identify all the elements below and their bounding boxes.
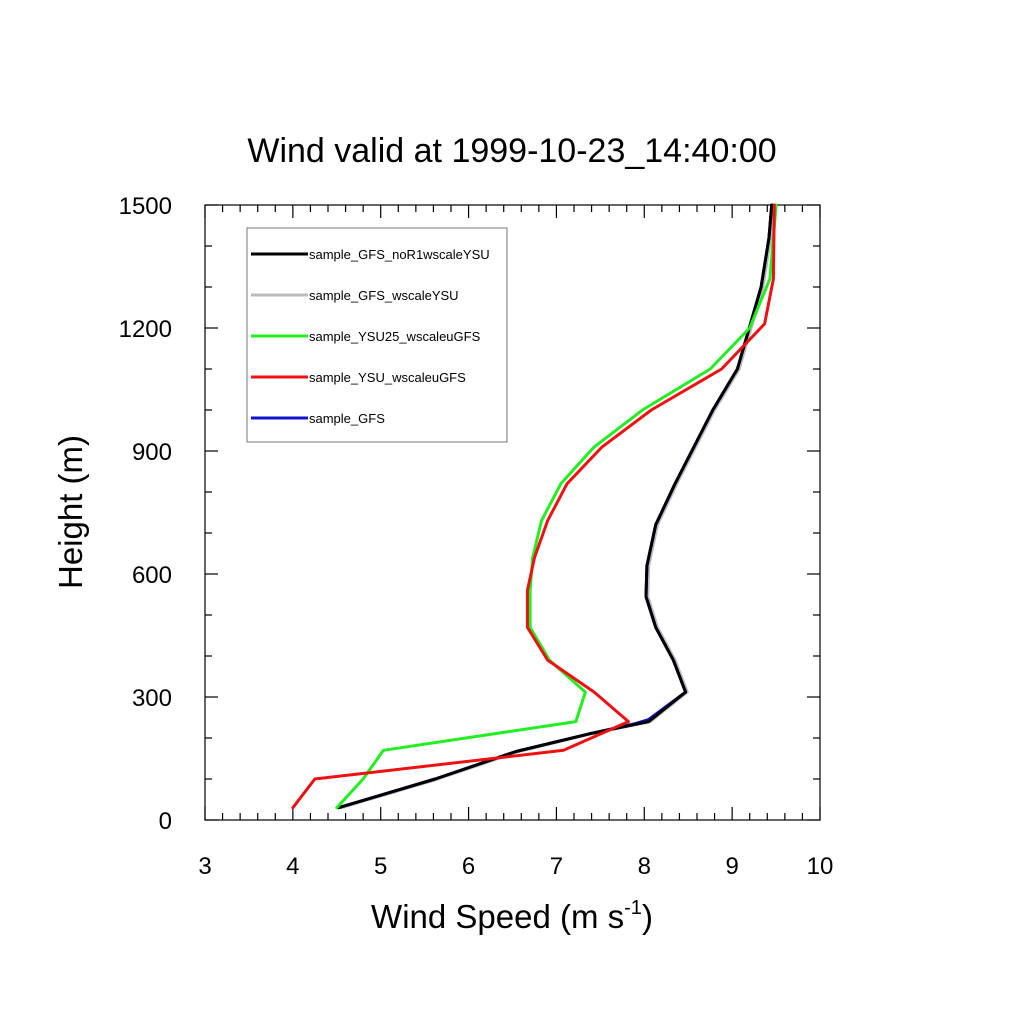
series-line-2 [335,203,778,810]
y-tick-label: 0 [159,808,172,835]
legend: sample_GFS_noR1wscaleYSU sample_GFS_wscal… [246,227,508,443]
chart-title: Wind valid at 1999-10-23_14:40:00 [247,132,776,170]
y-tick-label: 300 [132,685,172,712]
axis-ticks [204,204,821,821]
x-tick-label: 8 [638,853,651,880]
y-tick-label: 1200 [119,316,172,343]
x-tick-label: 7 [550,853,563,880]
x-tick-label: 10 [807,853,834,880]
series-line-3 [291,203,776,810]
y-axis-label: Height (m) [52,435,89,589]
legend-label: sample_YSU25_wscaleuGFS [309,329,481,344]
x-axis-label-main: Wind Speed (m s [371,898,624,935]
legend-label: sample_YSU_wscaleuGFS [309,370,466,385]
x-axis-label: Wind Speed (m s-1) [371,897,653,935]
series-line-0 [337,203,774,810]
x-tick-label: 5 [374,853,387,880]
x-axis-label-sup: -1 [624,897,642,919]
series-layer [291,203,778,810]
x-tick-label: 3 [198,853,211,880]
legend-label: sample_GFS [309,411,385,426]
y-tick-label: 600 [132,562,172,589]
y-tick-label: 900 [132,439,172,466]
y-tick-label: 1500 [119,193,172,220]
x-tick-label: 4 [286,853,299,880]
x-axis-label-tail: ) [642,898,653,935]
plot-frame [204,204,821,821]
tick-labels: 3 4 5 6 7 8 9 10 0 300 600 900 1200 1500 [119,193,834,880]
legend-label: sample_GFS_noR1wscaleYSU [309,247,490,262]
x-tick-label: 9 [725,853,738,880]
x-tick-label: 6 [462,853,475,880]
legend-label: sample_GFS_wscaleYSU [309,288,459,303]
